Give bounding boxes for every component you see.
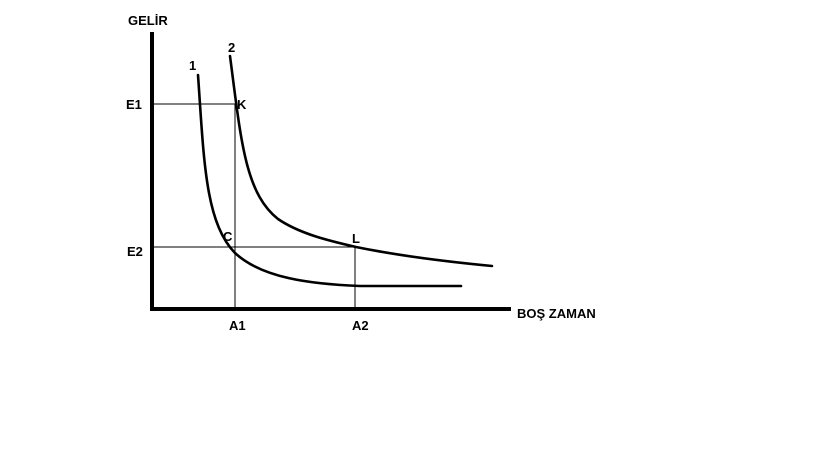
- indifference-curve-1: [196, 73, 463, 288]
- x-tick-a2: A2: [352, 318, 369, 333]
- y-axis-label: GELİR: [128, 13, 168, 28]
- point-c-label: C: [223, 229, 233, 244]
- x-tick-a1: A1: [229, 318, 246, 333]
- y-tick-e2: E2: [127, 244, 143, 259]
- point-l-label: L: [352, 231, 360, 246]
- x-axis-label: BOŞ ZAMAN: [517, 306, 596, 321]
- curve-2-label: 2: [228, 40, 235, 55]
- curve-1-label: 1: [189, 58, 196, 73]
- y-tick-e1: E1: [126, 97, 142, 112]
- point-k-label: K: [237, 97, 247, 112]
- indifference-curve-2: [228, 54, 494, 268]
